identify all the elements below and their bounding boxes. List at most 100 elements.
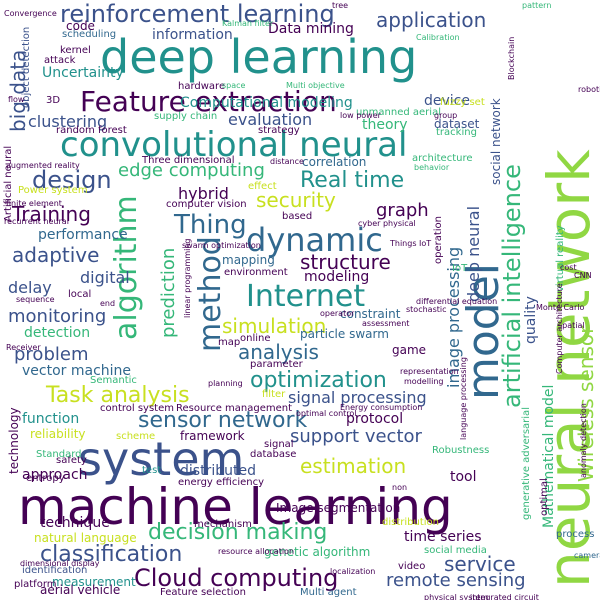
word-150: cyber physical (358, 219, 416, 228)
word-16: Thing (174, 210, 247, 240)
word-133: Power system (18, 185, 88, 196)
word-134: sequence (16, 295, 55, 304)
word-120: safety (56, 455, 87, 466)
word-180: end (100, 299, 116, 308)
word-95: scheduling (62, 29, 117, 40)
word-31: security (256, 188, 336, 212)
word-61: generative adversarial (521, 407, 532, 520)
word-19: optimization (250, 368, 387, 393)
word-167: stochastic (406, 305, 447, 314)
word-22: classification (40, 542, 183, 567)
word-161: physical system (424, 593, 489, 600)
word-126: distribution (382, 517, 439, 528)
word-43: deep neural (464, 205, 483, 302)
word-24: application (376, 8, 487, 32)
word-44: information (152, 27, 233, 43)
word-151: swarm optimization (182, 241, 261, 250)
word-100: random forest (56, 125, 127, 136)
word-159: Receiver (6, 343, 41, 352)
word-117: parameter (250, 359, 303, 370)
word-149: distance (270, 157, 304, 166)
word-132: planning (208, 379, 243, 388)
word-26: remote sensing (386, 570, 526, 591)
word-139: 3D (46, 95, 61, 106)
word-98: hardware (178, 81, 226, 92)
word-18: Real time (300, 168, 405, 193)
word-5: Feature extraction (80, 85, 337, 118)
word-6: system (78, 432, 245, 486)
word-41: signal processing (288, 388, 427, 407)
word-2: deep learning (100, 30, 418, 84)
word-123: test (142, 465, 162, 476)
word-90: social media (424, 545, 487, 556)
word-173: Artificial neural (3, 145, 14, 222)
word-39: support vector (290, 426, 422, 447)
word-54: delay (8, 278, 52, 297)
word-60: time series (404, 529, 482, 545)
word-144: pattern (522, 1, 552, 10)
word-104: strategy (258, 125, 300, 136)
word-33: edge computing (118, 160, 265, 181)
word-92: camera (574, 551, 600, 560)
word-51: hybrid (178, 184, 229, 203)
word-29: analysis (238, 340, 319, 364)
word-84: aerial vehicle (40, 583, 121, 597)
word-111: operation (433, 215, 444, 264)
word-64: theory (362, 117, 408, 133)
word-80: Robustness (432, 445, 490, 456)
word-79: tool (450, 469, 477, 485)
word-14: Cloud computing (134, 564, 339, 592)
word-69: function (22, 411, 80, 427)
word-106: behavior (414, 163, 450, 172)
word-142: Multi objective (286, 81, 345, 90)
word-115: map (218, 337, 241, 348)
word-74: correlation (302, 155, 367, 169)
word-63: device (424, 93, 470, 109)
word-153: Monte Carlo (536, 303, 585, 312)
word-97: kernel (60, 45, 91, 56)
word-157: Energy consumption (340, 403, 423, 412)
word-179: non (392, 483, 408, 492)
word-70: measurement (52, 575, 136, 589)
word-156: modelling (404, 377, 444, 386)
word-140: flow (8, 95, 25, 104)
word-30: structure (300, 250, 391, 274)
word-131: filter (262, 389, 286, 400)
word-46: Computational modeling (180, 95, 353, 111)
word-7: reinforcement learning (60, 0, 335, 28)
word-23: decision making (148, 520, 328, 545)
word-162: integrated circuit (470, 593, 539, 600)
word-49: evaluation (228, 110, 313, 129)
word-68: reliability (30, 427, 86, 441)
word-62: social network (489, 98, 503, 185)
word-47: Uncertainty (42, 65, 124, 81)
word-178: assessment (362, 319, 410, 328)
word-52: performance (38, 227, 128, 243)
word-114: environment (224, 267, 288, 278)
word-87: Feature selection (160, 587, 246, 598)
word-96: attack (44, 55, 76, 66)
word-122: entropy (26, 473, 65, 484)
word-45: Data mining (268, 21, 354, 37)
word-12: artificial intelligence (498, 164, 526, 408)
word-78: energy efficiency (178, 477, 265, 488)
word-141: space (222, 81, 246, 90)
word-155: representation (400, 367, 459, 376)
word-128: platform (14, 579, 57, 590)
word-20: Task analysis (46, 383, 190, 408)
word-76: mapping (222, 253, 275, 267)
word-152: Things IoT (390, 239, 432, 248)
word-172: linear programming (183, 238, 192, 318)
word-102: supply chain (154, 111, 218, 122)
word-15: dynamic (246, 221, 383, 259)
word-130: scheme (116, 431, 156, 442)
word-166: operator (320, 309, 355, 318)
word-121: Standard (36, 449, 82, 460)
word-35: problem (14, 344, 89, 365)
word-28: simulation (222, 314, 327, 338)
word-65: dataset (434, 117, 480, 131)
word-168: differential equation (416, 297, 498, 306)
word-3: machine learning (18, 478, 453, 536)
word-136: fuzzy set (440, 97, 485, 108)
word-93: technology (7, 407, 21, 474)
